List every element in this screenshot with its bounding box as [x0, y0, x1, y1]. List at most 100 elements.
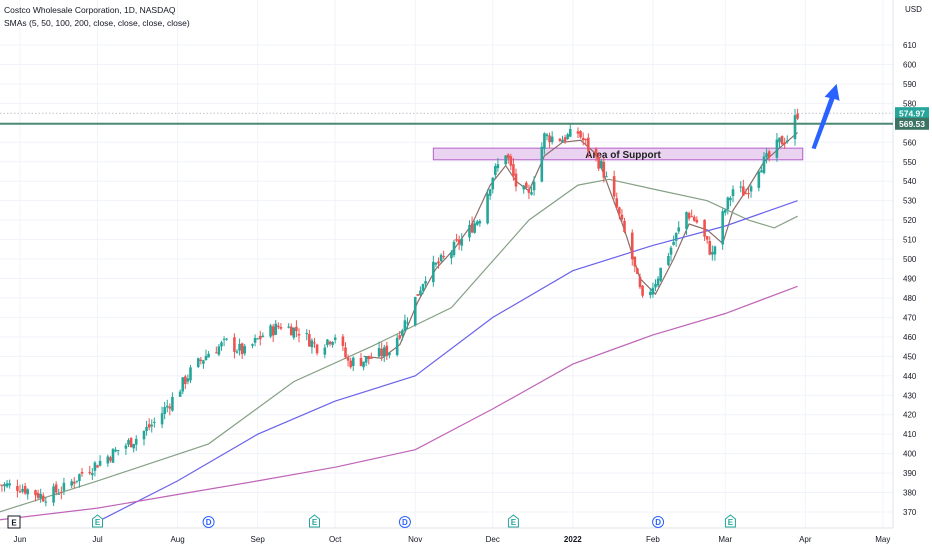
candle-body [331, 341, 334, 345]
candle-body [711, 251, 714, 255]
candle-body [729, 197, 732, 201]
y-tick-label: 520 [903, 216, 917, 225]
candle-body [21, 488, 24, 492]
y-tick-label: 370 [903, 508, 917, 517]
candle-body [134, 438, 138, 445]
candle [674, 232, 678, 247]
candle [351, 356, 355, 372]
time-axis[interactable]: JunJulAugSepOctNovDec2022FebMarAprMayJun [0, 527, 932, 544]
candle [8, 479, 11, 489]
candle-body [506, 154, 510, 159]
candle [93, 460, 97, 477]
candle-body [708, 241, 712, 255]
candle-body [75, 480, 79, 482]
candle-body [57, 493, 61, 495]
candle-body [160, 413, 164, 425]
candle-body [199, 359, 203, 361]
marker-shape [92, 514, 103, 528]
candle-body [258, 335, 262, 340]
candle [543, 132, 546, 155]
candle-body [380, 348, 383, 357]
candle [114, 446, 117, 453]
candle [638, 273, 642, 290]
candle [398, 330, 402, 341]
candle [271, 323, 275, 343]
candle [581, 132, 585, 146]
candle [207, 351, 210, 358]
candle-body [713, 246, 717, 255]
candle-body [677, 227, 681, 232]
candle [419, 286, 422, 297]
candle-body [522, 185, 526, 190]
candle [599, 158, 603, 170]
candle-body [620, 214, 624, 220]
candle [612, 170, 616, 200]
candle [434, 262, 438, 267]
candle-body [189, 367, 192, 381]
candle [672, 235, 675, 246]
candle [178, 389, 182, 397]
candle-body [457, 239, 461, 245]
candle [274, 320, 278, 336]
candle-body [142, 431, 146, 440]
candle [21, 484, 24, 494]
marker-letter: E [95, 518, 101, 527]
candle-body [289, 326, 293, 336]
candle-body [488, 189, 492, 196]
event-markers[interactable]: E D E D E D EE [7, 514, 736, 529]
candle [3, 482, 6, 492]
candle [165, 399, 169, 413]
candle-body [558, 138, 562, 141]
dividend-marker-icon[interactable]: D [202, 516, 215, 528]
candle-body [473, 223, 476, 233]
candle-body [599, 160, 603, 169]
dividend-marker-icon[interactable]: D [398, 516, 411, 528]
candle-body [222, 338, 226, 340]
candle-body [749, 186, 753, 192]
symbol-title[interactable]: Costco Wholesale Corporation, 1D, NASDAQ [4, 5, 176, 15]
marker-letter: D [402, 518, 408, 527]
candle [460, 233, 464, 251]
candle [370, 352, 373, 359]
candle [602, 157, 606, 183]
candle [78, 473, 81, 488]
dividend-marker-icon[interactable]: D [652, 516, 665, 528]
candle [796, 108, 799, 121]
candle [711, 245, 714, 261]
candle [313, 337, 316, 348]
earnings-marker-icon[interactable]: E [507, 514, 519, 528]
candle [775, 133, 779, 162]
indicator-label[interactable]: SMAs (5, 50, 100, 200, close, close, clo… [4, 18, 190, 28]
candle [522, 184, 526, 194]
candle [91, 468, 94, 480]
candle [767, 149, 771, 162]
candle-body [346, 357, 350, 361]
marker-shape [398, 516, 411, 528]
candle [558, 137, 562, 143]
marker-shape [309, 514, 320, 528]
earnings-marker-icon[interactable]: E [724, 514, 736, 528]
candle-body [742, 186, 745, 196]
currency-label: USD [905, 5, 922, 14]
candle [0, 484, 4, 492]
candle-body [695, 219, 699, 223]
earnings-marker-icon[interactable]: E [92, 514, 103, 528]
y-tick-label: 440 [903, 372, 917, 381]
x-tick-label: Dec [486, 535, 500, 544]
candle [721, 208, 724, 250]
candle-body [747, 192, 750, 195]
candle-body [168, 406, 172, 409]
candle-body [496, 164, 500, 169]
candle [308, 329, 311, 347]
earnings-marker-icon[interactable]: E [309, 514, 320, 528]
candle-body [5, 483, 9, 487]
candle [450, 250, 453, 265]
candle [713, 245, 717, 261]
candle [364, 355, 368, 367]
price-axis[interactable]: 370 380 390 400 410 420 430 440 450 460 470 480 490 5… [892, 0, 922, 528]
candle [359, 352, 363, 367]
candle-body [527, 189, 531, 193]
candle-body [26, 489, 30, 495]
candle-body [269, 325, 272, 337]
